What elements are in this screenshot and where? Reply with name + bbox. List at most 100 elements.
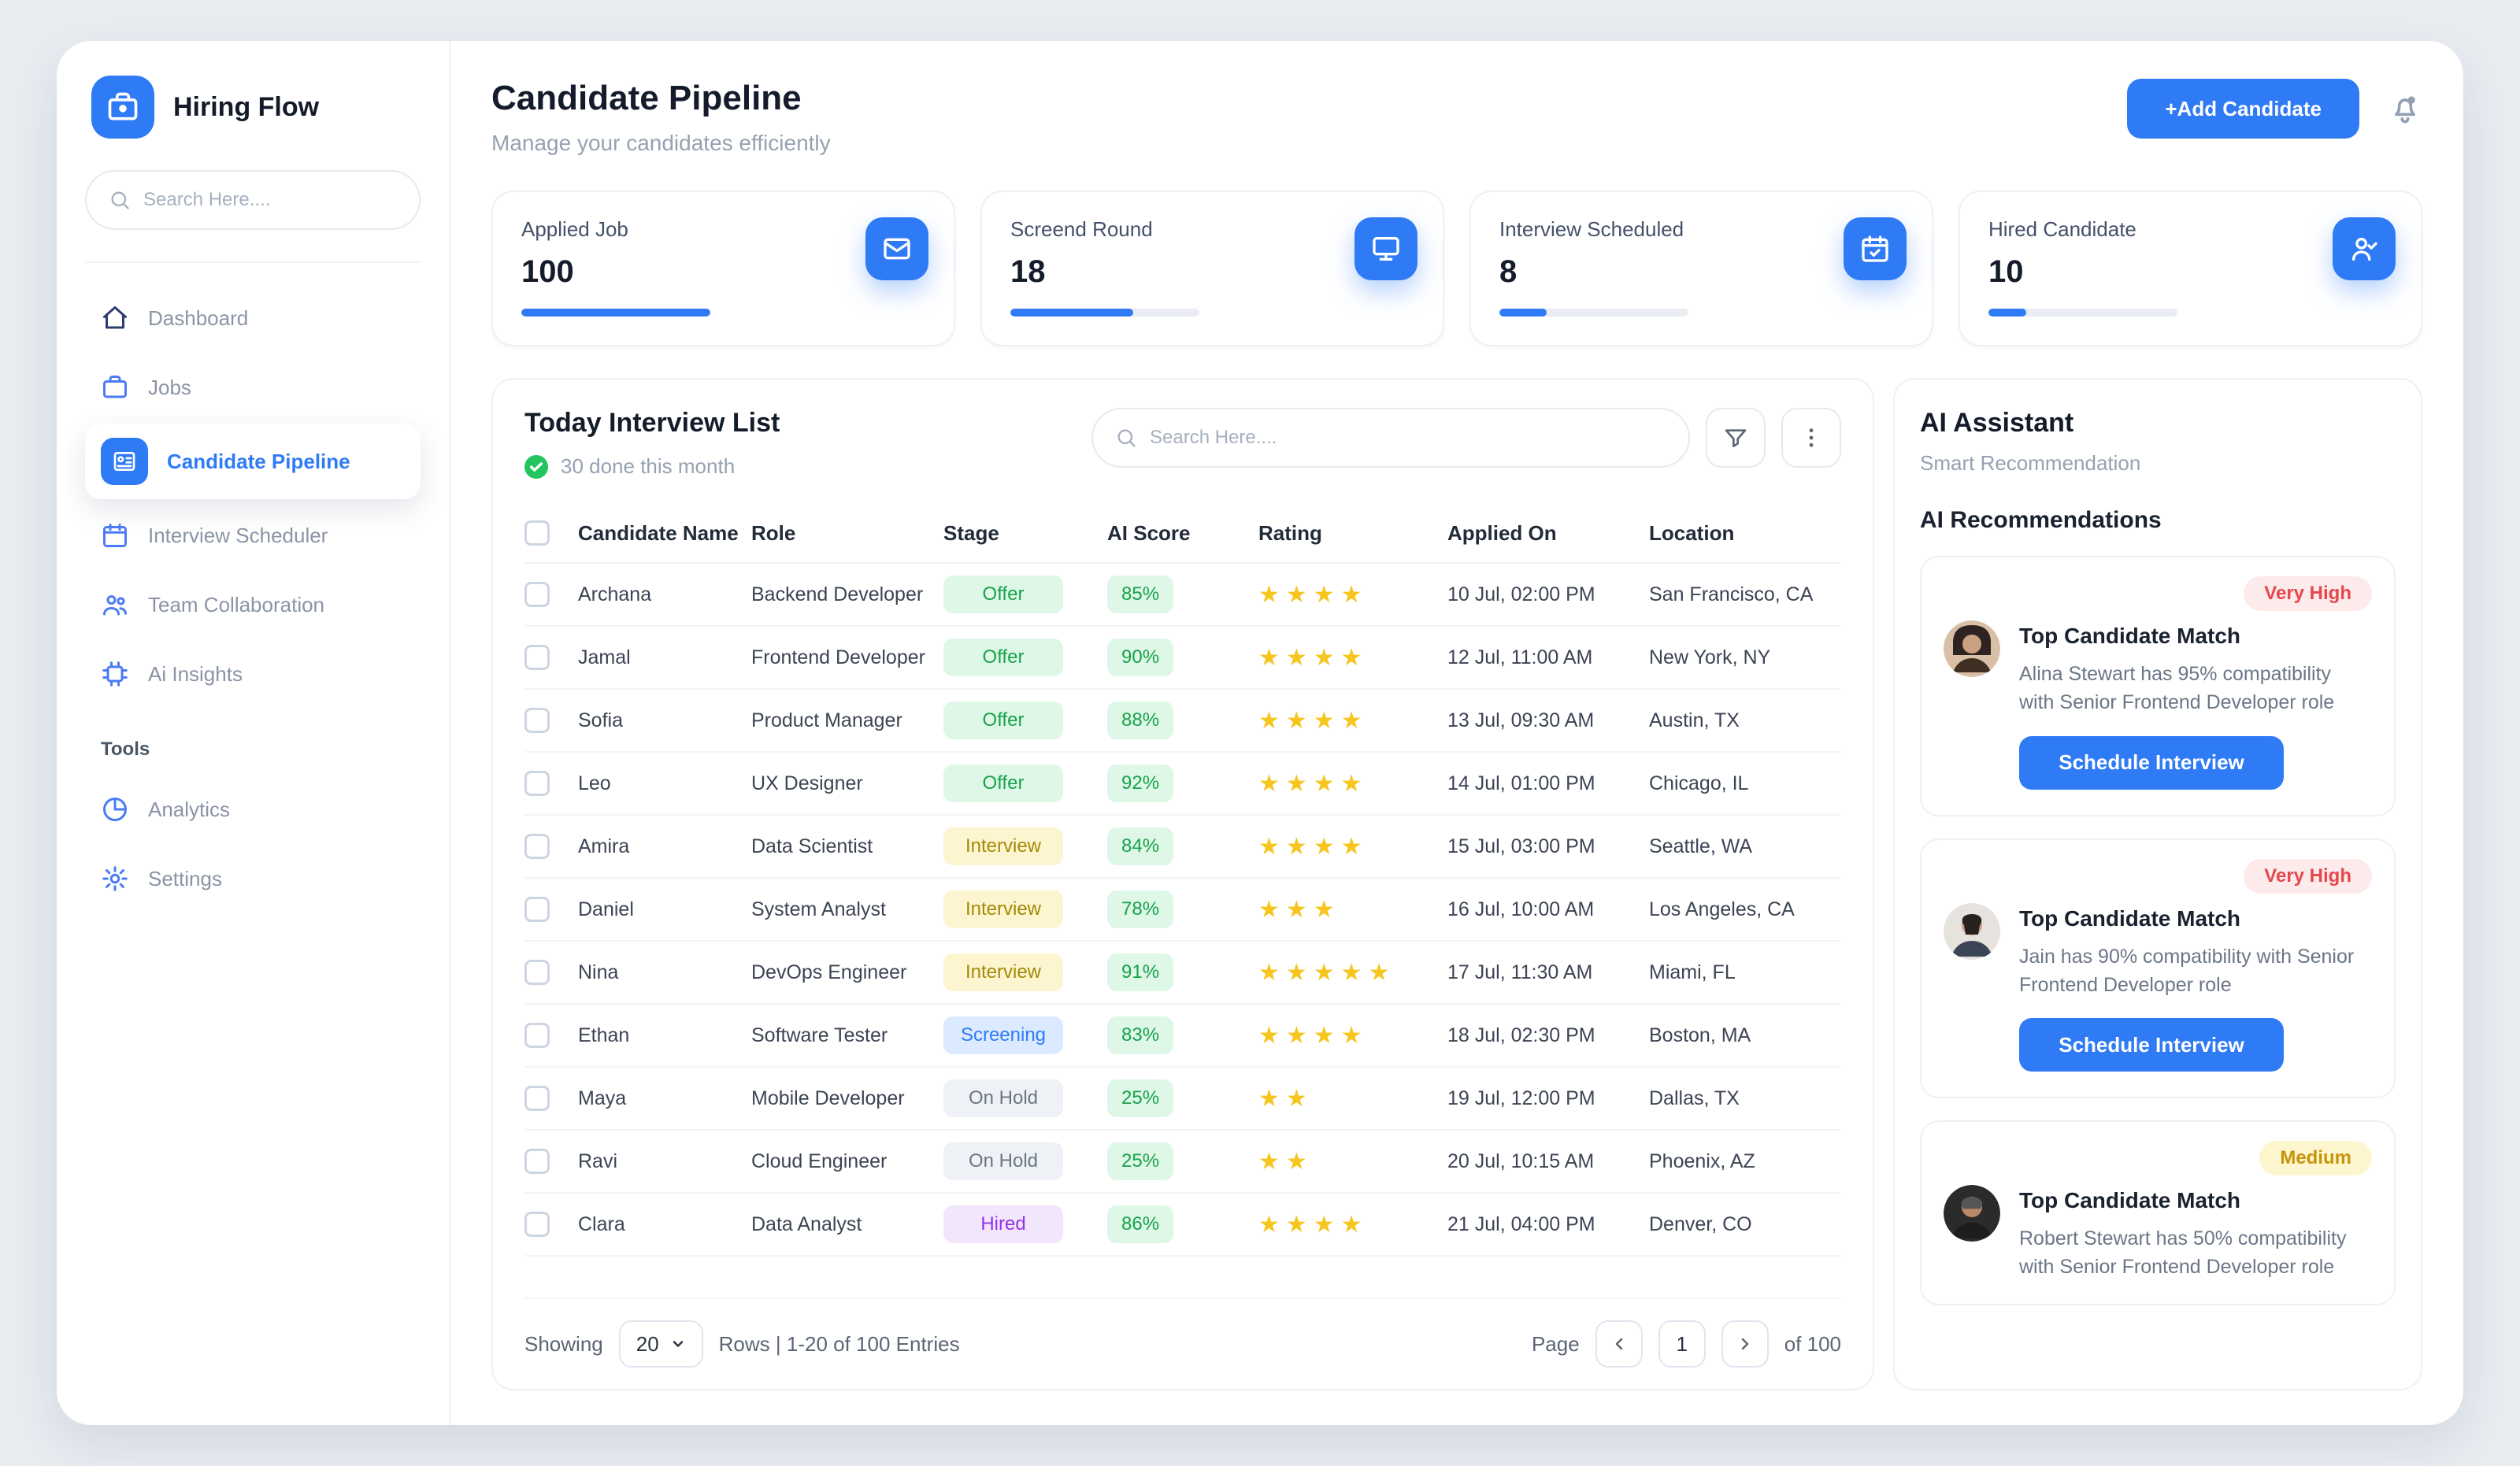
row-checkbox[interactable] xyxy=(524,1149,550,1174)
rows-per-page-select[interactable]: 20 xyxy=(618,1320,703,1368)
rating-stars: ★★★★★ xyxy=(1258,959,1396,986)
add-candidate-button[interactable]: +Add Candidate xyxy=(2127,79,2359,139)
recommendation-card: Medium Top Candidate Match Robert Stewar… xyxy=(1920,1120,2396,1305)
stage-badge: Offer xyxy=(943,702,1063,739)
recommendation-card: Very High Top Candidate Match Jain has 9… xyxy=(1920,838,2396,1098)
stat-label: Hired Candidate xyxy=(1988,217,2136,241)
current-page-box[interactable]: 1 xyxy=(1658,1320,1706,1368)
rating-stars: ★★ xyxy=(1258,1148,1314,1175)
notification-bell-icon[interactable] xyxy=(2388,91,2422,126)
row-checkbox[interactable] xyxy=(524,582,550,607)
table-search-input[interactable] xyxy=(1150,427,1666,449)
stage-badge: Interview xyxy=(943,827,1063,865)
column-header: Stage xyxy=(943,520,999,545)
sidebar-search-input[interactable] xyxy=(143,189,397,211)
ai-panel-title: AI Assistant xyxy=(1920,408,2074,438)
today-interview-list-card: Today Interview List 30 done this month xyxy=(491,378,1874,1390)
stage-badge: On Hold xyxy=(943,1142,1063,1180)
filter-button[interactable] xyxy=(1706,408,1766,468)
cell-applied-on: 12 Jul, 11:00 AM xyxy=(1447,646,1593,668)
sidebar-item-dashboard[interactable]: Dashboard xyxy=(85,285,421,351)
cell-applied-on: 20 Jul, 10:15 AM xyxy=(1447,1149,1595,1172)
cell-candidate-name: Ethan xyxy=(578,1024,630,1046)
row-checkbox[interactable] xyxy=(524,834,550,859)
stat-card-hired-candidate: Hired Candidate 10 xyxy=(1959,191,2422,346)
cell-candidate-name: Leo xyxy=(578,772,611,794)
stage-badge: Hired xyxy=(943,1205,1063,1243)
stat-card-screend-round: Screend Round 18 xyxy=(980,191,1444,346)
sidebar-item-team-collaboration[interactable]: Team Collaboration xyxy=(85,572,421,638)
table-row[interactable]: Archana Backend Developer Offer 85% ★★★★… xyxy=(524,564,1841,627)
table-row[interactable]: Amira Data Scientist Interview 84% ★★★★ … xyxy=(524,816,1841,879)
rating-stars: ★★★★ xyxy=(1258,770,1369,797)
table-row[interactable]: Jamal Frontend Developer Offer 90% ★★★★ … xyxy=(524,627,1841,690)
table-row[interactable]: Sofia Product Manager Offer 88% ★★★★ 13 … xyxy=(524,690,1841,753)
schedule-interview-button[interactable]: Schedule Interview xyxy=(2019,735,2284,790)
cell-role: Product Manager xyxy=(751,709,902,731)
kebab-menu-button[interactable] xyxy=(1781,408,1841,468)
match-level-badge: Very High xyxy=(2244,858,2372,894)
table-row[interactable]: Leo UX Designer Offer 92% ★★★★ 14 Jul, 0… xyxy=(524,753,1841,816)
ai-score-badge: 92% xyxy=(1107,764,1174,802)
sidebar: Hiring Flow Dashboard Jobs xyxy=(57,41,450,1425)
sidebar-item-jobs[interactable]: Jobs xyxy=(85,354,421,420)
progress-fill xyxy=(1499,309,1547,317)
stat-value: 18 xyxy=(1010,254,1046,289)
ai-score-badge: 84% xyxy=(1107,827,1174,865)
row-checkbox[interactable] xyxy=(524,771,550,796)
cell-candidate-name: Jamal xyxy=(578,646,631,668)
hired-person-icon xyxy=(2333,217,2396,280)
progress-fill xyxy=(1010,309,1133,317)
cell-role: Software Tester xyxy=(751,1024,888,1046)
sidebar-item-label: Dashboard xyxy=(148,305,249,330)
select-all-checkbox[interactable] xyxy=(524,520,550,546)
sidebar-item-interview-scheduler[interactable]: Interview Scheduler xyxy=(85,502,421,568)
page-header: Candidate Pipeline Manage your candidate… xyxy=(491,79,2422,156)
ai-score-badge: 88% xyxy=(1107,702,1174,739)
table-row[interactable]: Daniel System Analyst Interview 78% ★★★ … xyxy=(524,879,1841,942)
cell-location: Chicago, IL xyxy=(1649,772,1749,794)
sidebar-item-ai-insights[interactable]: Ai Insights xyxy=(85,641,421,707)
candidate-avatar xyxy=(1944,902,2000,960)
prev-page-button[interactable] xyxy=(1595,1320,1643,1368)
table-row[interactable]: Ravi Cloud Engineer On Hold 25% ★★ 20 Ju… xyxy=(524,1131,1841,1194)
row-checkbox[interactable] xyxy=(524,1086,550,1111)
sidebar-search[interactable] xyxy=(85,170,421,230)
ai-assistant-panel: AI Assistant Smart Recommendation AI Rec… xyxy=(1893,378,2422,1390)
recommendation-body: Alina Stewart has 95% compatibility with… xyxy=(2019,663,2335,714)
candidate-avatar xyxy=(1944,620,2000,677)
briefcase-logo-icon xyxy=(91,76,154,139)
sidebar-item-settings[interactable]: Settings xyxy=(85,846,421,912)
next-page-button[interactable] xyxy=(1721,1320,1769,1368)
table-row[interactable]: Maya Mobile Developer On Hold 25% ★★ 19 … xyxy=(524,1068,1841,1131)
sidebar-item-candidate-pipeline[interactable]: Candidate Pipeline xyxy=(85,424,421,499)
rating-stars: ★★★★ xyxy=(1258,707,1369,734)
rating-stars: ★★★★ xyxy=(1258,1022,1369,1049)
table-row[interactable]: Nina DevOps Engineer Interview 91% ★★★★★… xyxy=(524,942,1841,1005)
cell-role: Mobile Developer xyxy=(751,1087,905,1109)
table-search[interactable] xyxy=(1091,408,1690,468)
row-checkbox[interactable] xyxy=(524,1212,550,1237)
progress-fill xyxy=(521,309,710,317)
table-row[interactable]: Ethan Software Tester Screening 83% ★★★★… xyxy=(524,1005,1841,1068)
progress-track xyxy=(1988,309,2177,317)
row-checkbox[interactable] xyxy=(524,897,550,922)
candidate-avatar xyxy=(1944,1185,2000,1242)
search-icon xyxy=(1115,427,1137,449)
row-checkbox[interactable] xyxy=(524,708,550,733)
progress-fill xyxy=(1988,309,2026,317)
sidebar-item-label: Interview Scheduler xyxy=(148,523,328,547)
row-checkbox[interactable] xyxy=(524,1023,550,1048)
row-checkbox[interactable] xyxy=(524,645,550,670)
ai-insights-icon xyxy=(101,660,129,688)
check-circle-icon xyxy=(524,454,548,479)
cell-applied-on: 13 Jul, 09:30 AM xyxy=(1447,709,1595,731)
calendar-check-icon xyxy=(1844,217,1907,280)
cell-candidate-name: Maya xyxy=(578,1087,627,1109)
table-row[interactable]: Clara Data Analyst Hired 86% ★★★★ 21 Jul… xyxy=(524,1194,1841,1257)
schedule-interview-button[interactable]: Schedule Interview xyxy=(2019,1018,2284,1072)
row-checkbox[interactable] xyxy=(524,960,550,985)
app-logo: Hiring Flow xyxy=(85,76,421,139)
stat-value: 100 xyxy=(521,254,574,289)
sidebar-item-analytics[interactable]: Analytics xyxy=(85,776,421,842)
